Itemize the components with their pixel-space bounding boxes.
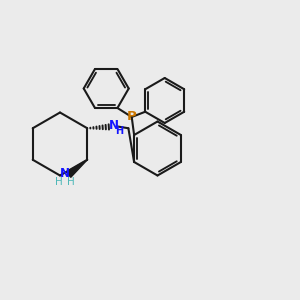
Text: N: N xyxy=(109,119,119,132)
Text: N: N xyxy=(59,167,70,180)
Text: H: H xyxy=(116,126,124,136)
Polygon shape xyxy=(67,160,87,177)
Text: P: P xyxy=(127,110,136,124)
Text: H: H xyxy=(67,177,75,187)
Text: H: H xyxy=(55,177,62,187)
